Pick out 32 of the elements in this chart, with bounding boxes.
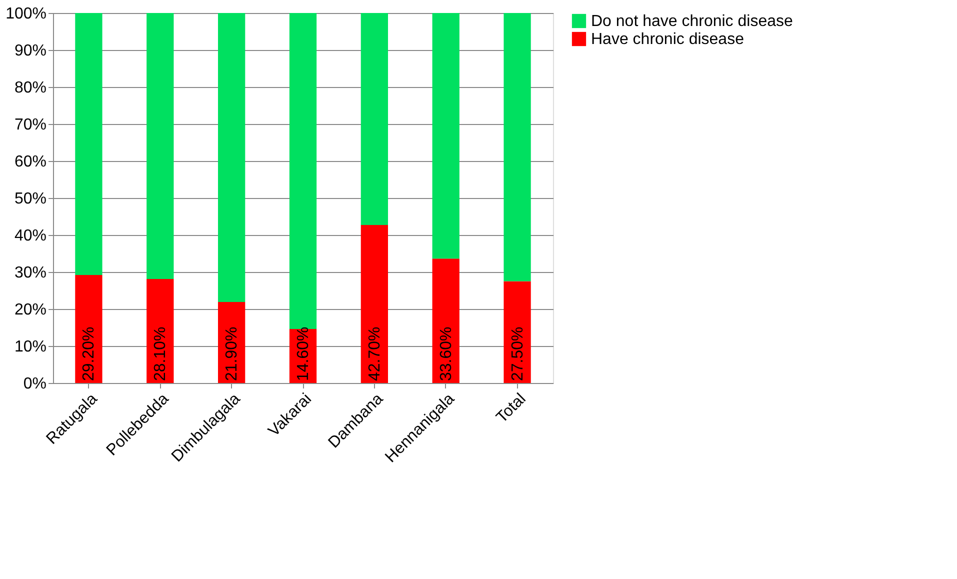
y-tick-label: 10% (14, 338, 46, 356)
data-label: 14.60% (295, 326, 312, 381)
data-label: 28.10% (152, 326, 170, 381)
bar (146, 13, 174, 280)
bar (75, 13, 102, 275)
bar (504, 13, 531, 282)
legend-label: Do not have chronic disease (591, 13, 793, 30)
bar (75, 274, 102, 383)
y-tick-label: 70% (14, 116, 46, 134)
bar (432, 13, 460, 259)
data-label: 33.60% (438, 326, 455, 381)
y-tick-label: 30% (14, 264, 46, 282)
y-tick-label: 50% (14, 190, 46, 208)
y-tick-label: 0% (23, 376, 46, 392)
bar (289, 13, 317, 329)
y-tick-label: 100% (6, 6, 46, 22)
bar (218, 13, 246, 302)
bar (360, 13, 388, 226)
data-label: 29.20% (80, 326, 98, 381)
data-label: 21.90% (224, 326, 241, 381)
bar (504, 281, 531, 383)
data-label: 42.70% (366, 326, 384, 381)
bar (432, 258, 460, 383)
legend-label: Have chronic disease (591, 31, 744, 48)
y-tick-label: 40% (14, 228, 46, 244)
y-tick-label: 20% (14, 302, 46, 318)
y-tick-label: 90% (14, 42, 46, 60)
y-tick-label: 80% (14, 80, 46, 96)
bar (146, 279, 174, 383)
data-label: 27.50% (509, 326, 526, 381)
y-tick-label: 60% (14, 154, 46, 170)
bar (360, 225, 388, 383)
